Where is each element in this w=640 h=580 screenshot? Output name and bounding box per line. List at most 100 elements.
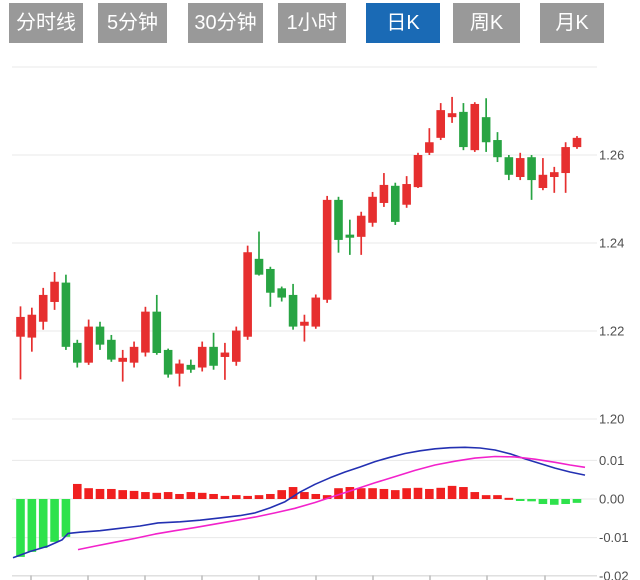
price-axis-label: 1.22 (599, 324, 624, 339)
macd-histogram-bar (481, 495, 491, 499)
candle (379, 173, 389, 207)
candle (334, 196, 343, 253)
candle (402, 176, 411, 208)
candle (481, 98, 491, 152)
candle (107, 334, 116, 362)
macd-histogram-bar (84, 488, 93, 499)
dif-line (12, 446, 586, 559)
macd-histogram-bar (425, 488, 434, 499)
macd-histogram-bar (209, 493, 218, 499)
macd-histogram-bar (402, 488, 411, 499)
macd-histogram-bar (220, 495, 230, 499)
price-axis-label: 1.20 (599, 412, 624, 427)
macd-histogram-bar (368, 488, 377, 499)
candle (436, 103, 446, 141)
interval-tab-2[interactable]: 30分钟 (188, 3, 263, 43)
macd-histogram-bar (72, 483, 82, 499)
candle (72, 339, 82, 368)
candle (345, 219, 355, 255)
candle (413, 152, 423, 188)
candle (118, 349, 128, 382)
macd-histogram-bar (95, 488, 105, 499)
candle (322, 195, 332, 303)
price-axis-label: 1.24 (599, 236, 624, 251)
macd-histogram-bar (300, 492, 309, 499)
interval-tab-6[interactable]: 月K (540, 3, 604, 43)
macd-histogram-bar (322, 495, 332, 499)
macd-histogram-bar (572, 499, 582, 503)
dea-line (77, 455, 586, 551)
macd-histogram-bar (527, 499, 536, 502)
interval-tab-5[interactable]: 周K (453, 3, 520, 43)
candle (288, 283, 298, 330)
macd-histogram-bar (379, 488, 389, 499)
macd-histogram-bar (334, 488, 343, 499)
candle (61, 274, 71, 350)
macd-histogram-bar (277, 490, 287, 499)
macd-histogram-bar (107, 488, 116, 499)
macd-histogram-bar (38, 499, 48, 549)
candle (515, 152, 525, 181)
macd-lines (12, 446, 586, 559)
macd-axis-label: -0.01 (599, 530, 629, 545)
price-axis-label: 1.26 (599, 148, 624, 163)
interval-tab-4-active[interactable]: 日K (366, 3, 440, 43)
macd-histogram-bar (254, 495, 264, 499)
interval-tab-0[interactable]: 分时线 (9, 3, 83, 43)
axis-labels: 1.26 1.24 1.22 1.20 0.01 0.00 -0.01 -0.02 (599, 148, 629, 580)
candle (390, 182, 400, 225)
candle (231, 326, 241, 366)
candle (27, 307, 37, 352)
macd-histogram-bar (231, 495, 241, 499)
macd-axis-label: -0.02 (599, 569, 629, 580)
macd-histogram-bar (356, 488, 366, 499)
candle (220, 342, 230, 380)
macd-histogram-bar (16, 499, 25, 557)
macd-histogram-bar (152, 492, 162, 499)
candle (527, 155, 536, 200)
macd-histogram-bar (504, 497, 514, 500)
macd-histogram-bar (197, 492, 207, 499)
candle (572, 136, 582, 149)
macd-histogram-bar (27, 499, 37, 552)
macd-histogram-bar (186, 492, 196, 499)
macd-histogram-bar (129, 490, 139, 499)
macd-histogram-bar (243, 495, 252, 499)
macd-histogram-bar (266, 493, 275, 499)
candle (561, 142, 570, 193)
candle (277, 286, 287, 302)
macd-histogram-bar (345, 487, 355, 499)
macd-histogram-bar (311, 493, 321, 499)
candle (84, 319, 93, 365)
candle (470, 102, 480, 152)
candles (16, 96, 582, 387)
macd-histogram-bar (549, 499, 559, 505)
candle (254, 231, 264, 276)
interval-tabbar: 分时线 5分钟 30分钟 1小时 日K 周K 月K (0, 3, 640, 43)
candle (493, 132, 502, 163)
candle (459, 103, 468, 151)
candle (447, 96, 457, 123)
candle (50, 272, 59, 310)
macd-histogram-bar (515, 499, 525, 501)
macd-histogram-bar (493, 495, 502, 499)
interval-tab-3[interactable]: 1小时 (278, 3, 346, 43)
macd-histogram-bar (470, 492, 480, 499)
candle (95, 321, 105, 350)
candle (38, 287, 48, 330)
candle (504, 155, 514, 181)
candle (300, 314, 309, 342)
macd-histogram-bar (163, 492, 173, 499)
macd-histogram-bar (61, 499, 71, 537)
macd-histogram (16, 483, 582, 557)
candle (209, 332, 218, 370)
macd-axis-label: 0.00 (599, 492, 624, 507)
macd-histogram-bar (459, 487, 468, 499)
candle (197, 341, 207, 372)
macd-histogram-bar (447, 485, 457, 499)
macd-histogram-bar (141, 492, 150, 499)
interval-tab-1[interactable]: 5分钟 (98, 3, 167, 43)
macd-histogram-bar (50, 499, 59, 542)
